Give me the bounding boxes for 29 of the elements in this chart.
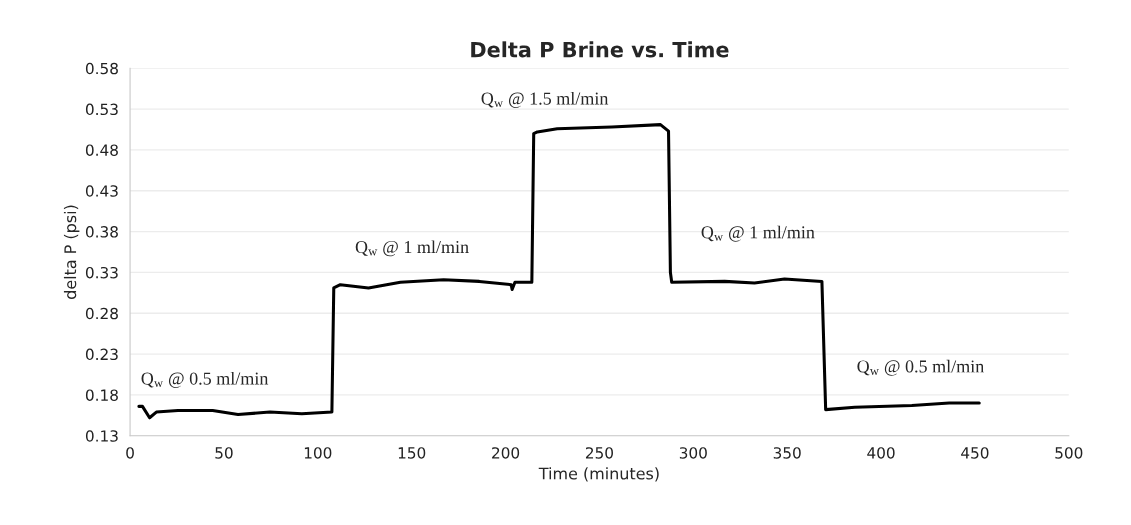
y-tick-label: 0.18 xyxy=(85,389,118,401)
annotation: Q$_{w}$ @ 1 ml/min xyxy=(701,225,815,242)
y-tick-label: 0.48 xyxy=(85,144,118,156)
annotation: Q$_{w}$ @ 1 ml/min xyxy=(355,240,469,257)
x-tick-label: 100 xyxy=(304,447,332,459)
annotation: Q$_{w}$ @ 1.5 ml/min xyxy=(481,91,609,108)
x-tick-label: 250 xyxy=(585,447,613,459)
annotation: Q$_{w}$ @ 0.5 ml/min xyxy=(141,371,269,388)
y-tick-label: 0.28 xyxy=(85,307,118,320)
y-tick-label: 0.43 xyxy=(85,185,118,197)
y-tick-label: 0.13 xyxy=(85,430,118,442)
x-tick-label: 300 xyxy=(679,447,707,459)
y-axis-title: delta P (psi) xyxy=(63,205,80,299)
chart-title: Delta P Brine vs. Time xyxy=(471,41,729,58)
x-tick-label: 150 xyxy=(398,447,426,459)
y-tick-label: 0.23 xyxy=(85,348,118,361)
y-tick-label: 0.38 xyxy=(85,226,118,238)
x-tick-label: 0 xyxy=(126,447,134,459)
y-tick-label: 0.33 xyxy=(85,266,118,279)
x-axis-title: Time (minutes) xyxy=(538,467,659,482)
x-tick-label: 50 xyxy=(215,447,233,459)
annotation: Q$_{w}$ @ 0.5 ml/min xyxy=(857,359,984,376)
x-tick-label: 500 xyxy=(1055,447,1083,459)
x-tick-label: 400 xyxy=(867,447,895,459)
x-tick-label: 450 xyxy=(961,447,989,459)
x-tick-label: 350 xyxy=(773,447,801,459)
y-tick-label: 0.58 xyxy=(85,62,118,75)
y-tick-label: 0.53 xyxy=(85,103,118,116)
x-tick-label: 200 xyxy=(492,447,520,459)
